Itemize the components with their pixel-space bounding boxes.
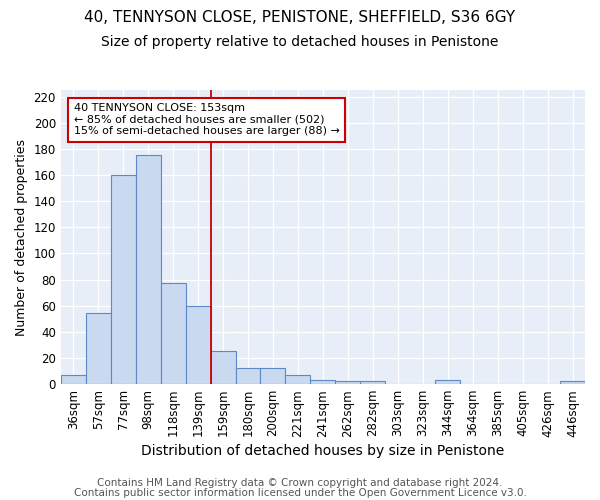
Bar [111, 175, 136, 384]
Bar [61, 375, 86, 384]
Text: Contains HM Land Registry data © Crown copyright and database right 2024.: Contains HM Land Registry data © Crown c… [97, 478, 503, 488]
Bar [435, 380, 460, 384]
Bar [335, 382, 361, 384]
Bar [86, 314, 111, 384]
Bar [361, 382, 385, 384]
Text: Contains public sector information licensed under the Open Government Licence v3: Contains public sector information licen… [74, 488, 526, 498]
Bar [161, 284, 185, 384]
Bar [310, 380, 335, 384]
Bar [185, 306, 211, 384]
Bar [286, 375, 310, 384]
Text: 40, TENNYSON CLOSE, PENISTONE, SHEFFIELD, S36 6GY: 40, TENNYSON CLOSE, PENISTONE, SHEFFIELD… [85, 10, 515, 25]
Bar [136, 156, 161, 384]
Bar [236, 368, 260, 384]
Y-axis label: Number of detached properties: Number of detached properties [15, 138, 28, 336]
Text: Size of property relative to detached houses in Penistone: Size of property relative to detached ho… [101, 35, 499, 49]
Bar [211, 352, 236, 384]
Text: 40 TENNYSON CLOSE: 153sqm
← 85% of detached houses are smaller (502)
15% of semi: 40 TENNYSON CLOSE: 153sqm ← 85% of detac… [74, 103, 340, 136]
X-axis label: Distribution of detached houses by size in Penistone: Distribution of detached houses by size … [141, 444, 505, 458]
Bar [560, 382, 585, 384]
Bar [260, 368, 286, 384]
